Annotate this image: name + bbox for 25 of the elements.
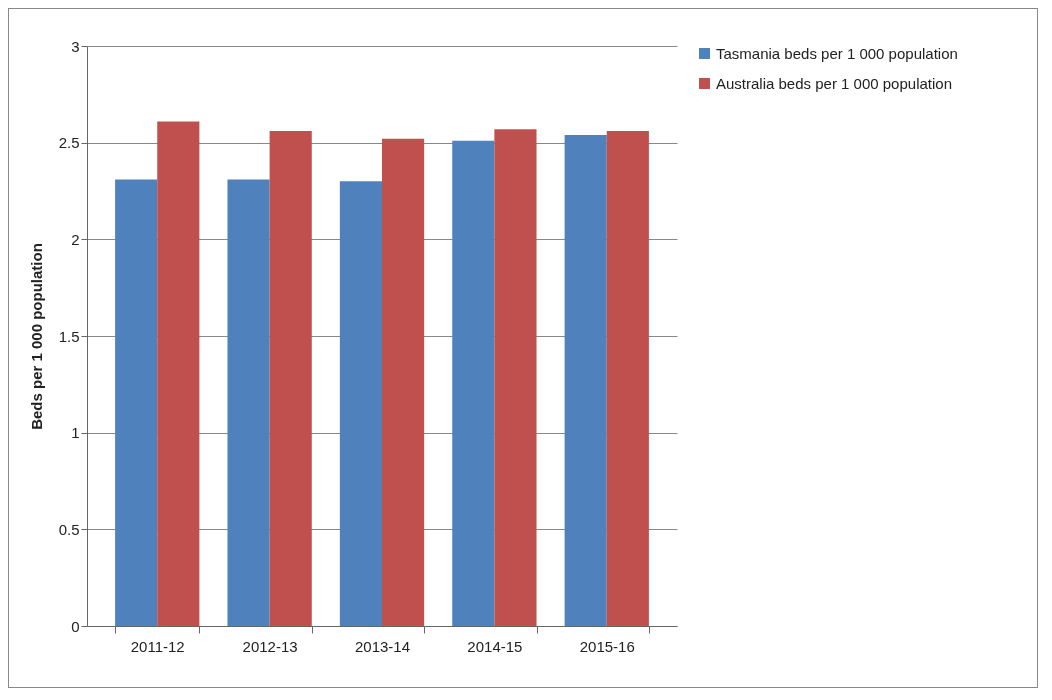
bar xyxy=(157,121,200,626)
y-tick-label: 0 xyxy=(71,617,80,635)
y-tick-label: 0.5 xyxy=(58,520,80,538)
y-tick-label: 2.5 xyxy=(58,134,80,152)
x-tick-label: 2011-12 xyxy=(130,637,185,655)
legend-label: Australia beds per 1 000 population xyxy=(716,74,953,92)
bar xyxy=(494,129,537,626)
bar xyxy=(269,131,312,626)
y-axis-title: Beds per 1 000 population xyxy=(27,243,45,430)
bar xyxy=(606,131,649,626)
y-tick-label: 2 xyxy=(71,230,80,248)
y-tick-label: 1.5 xyxy=(58,327,80,345)
bar xyxy=(564,134,607,626)
bar xyxy=(339,181,382,626)
y-tick-label: 3 xyxy=(71,37,80,55)
x-tick-label: 2014-15 xyxy=(467,637,523,655)
x-tick-label: 2012-13 xyxy=(242,637,298,655)
bar xyxy=(452,140,495,626)
x-tick-label: 2013-14 xyxy=(354,637,411,655)
bar xyxy=(115,179,158,626)
y-tick-label: 1 xyxy=(71,424,80,442)
bar xyxy=(227,179,270,626)
bar xyxy=(382,138,425,626)
x-tick-label: 2015-16 xyxy=(579,637,635,655)
legend-label: Tasmania beds per 1 000 population xyxy=(716,44,958,62)
